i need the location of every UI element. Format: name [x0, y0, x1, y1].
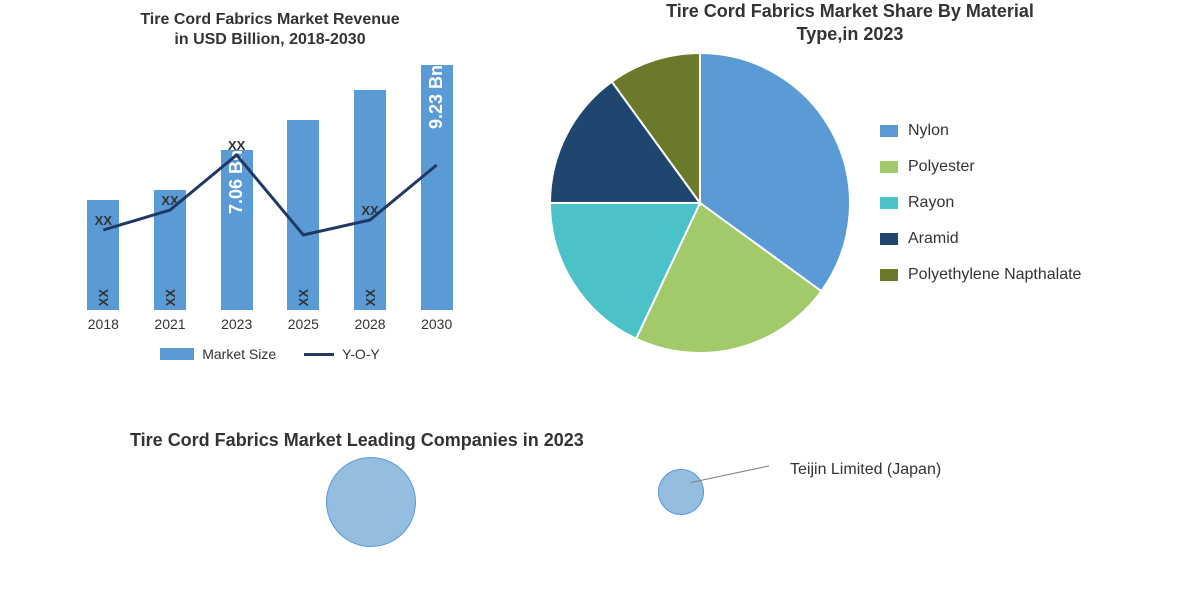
- legend-label-market-size: Market Size: [202, 346, 276, 362]
- bar: 7.06 Bn: [221, 150, 253, 310]
- line-point-label: XX: [228, 138, 245, 153]
- pie-legend-label: Nylon: [908, 122, 949, 140]
- bar-column: XX: [337, 90, 404, 310]
- bar: XX: [287, 120, 319, 310]
- bar-column: XX: [137, 190, 204, 310]
- bar: XX: [354, 90, 386, 310]
- pie-legend-label: Polyester: [908, 158, 975, 176]
- company-bubble: [326, 457, 416, 547]
- legend-item-market-size: Market Size: [160, 346, 276, 362]
- pie-legend-label: Rayon: [908, 194, 954, 212]
- pie-legend-swatch-icon: [880, 269, 898, 281]
- pie-legend-label: Aramid: [908, 230, 959, 248]
- pie-legend-item: Rayon: [880, 194, 1081, 212]
- pie-chart-legend: Nylon Polyester Rayon Aramid Polyethylene Na…: [880, 122, 1081, 284]
- bar-column: 7.06 Bn: [203, 150, 270, 310]
- bar-line-chart: Tire Cord Fabrics Market Revenue in USD …: [70, 10, 470, 410]
- x-axis-label: 2025: [270, 316, 337, 332]
- bar: XX: [154, 190, 186, 310]
- bar-chart-title: Tire Cord Fabrics Market Revenue in USD …: [70, 10, 470, 50]
- bar-chart-legend: Market Size Y-O-Y: [70, 346, 470, 362]
- bar-column: XX: [270, 120, 337, 310]
- pie-legend-swatch-icon: [880, 233, 898, 245]
- pie-svg: [550, 53, 850, 353]
- pie-legend-swatch-icon: [880, 161, 898, 173]
- pie-legend-item: Polyethylene Napthalate: [880, 266, 1081, 284]
- bar-chart-title-line2: in USD Billion, 2018-2030: [174, 31, 365, 48]
- bar-value-xx: XX: [363, 289, 378, 306]
- x-axis-label: 2030: [403, 316, 470, 332]
- line-point-label: XX: [361, 203, 378, 218]
- pie-chart-body: Nylon Polyester Rayon Aramid Polyethylene Na…: [530, 53, 1170, 353]
- bar-value-xx: XX: [296, 289, 311, 306]
- company-label: Teijin Limited (Japan): [790, 461, 941, 479]
- bar-value-label: 9.23 Bn: [426, 65, 447, 135]
- bar-chart-plot: XXXX7.06 BnXXXX9.23 BnXXXXXXXX: [70, 60, 470, 310]
- bar-value-xx: XX: [163, 289, 178, 306]
- bar-value-label: 7.06 Bn: [226, 150, 247, 220]
- pie-legend-item: Nylon: [880, 122, 1081, 140]
- page-root: Tire Cord Fabrics Market Revenue in USD …: [0, 0, 1200, 600]
- pie-legend-swatch-icon: [880, 125, 898, 137]
- bar-column: 9.23 Bn: [403, 65, 470, 310]
- x-axis-label: 2018: [70, 316, 137, 332]
- companies-chart-title: Tire Cord Fabrics Market Leading Compani…: [130, 430, 1070, 451]
- company-bubble: [658, 469, 704, 515]
- pie-legend-item: Aramid: [880, 230, 1081, 248]
- legend-label-yoy: Y-O-Y: [342, 346, 380, 362]
- legend-item-yoy: Y-O-Y: [304, 346, 380, 362]
- x-axis-label: 2021: [137, 316, 204, 332]
- companies-bubble-area: Teijin Limited (Japan): [130, 451, 1070, 581]
- pie-legend-item: Polyester: [880, 158, 1081, 176]
- x-axis-label: 2028: [337, 316, 404, 332]
- bubble-leader-line: [691, 466, 769, 484]
- bar-chart-x-axis: 201820212023202520282030: [70, 316, 470, 332]
- companies-chart: Tire Cord Fabrics Market Leading Compani…: [130, 430, 1070, 581]
- line-point-label: XX: [95, 213, 112, 228]
- bar-chart-title-line1: Tire Cord Fabrics Market Revenue: [140, 11, 399, 28]
- bar: 9.23 Bn: [421, 65, 453, 310]
- market-size-swatch-icon: [160, 348, 194, 360]
- line-point-label: XX: [161, 193, 178, 208]
- pie-chart: Tire Cord Fabrics Market Share By Materi…: [530, 0, 1170, 400]
- pie-chart-title: Tire Cord Fabrics Market Share By Materi…: [530, 0, 1170, 45]
- pie-chart-title-line2: Type,in 2023: [797, 24, 904, 44]
- pie-legend-label: Polyethylene Napthalate: [908, 266, 1081, 284]
- bar-value-xx: XX: [96, 289, 111, 306]
- yoy-swatch-icon: [304, 353, 334, 356]
- x-axis-label: 2023: [203, 316, 270, 332]
- pie-chart-title-line1: Tire Cord Fabrics Market Share By Materi…: [666, 1, 1034, 21]
- pie-legend-swatch-icon: [880, 197, 898, 209]
